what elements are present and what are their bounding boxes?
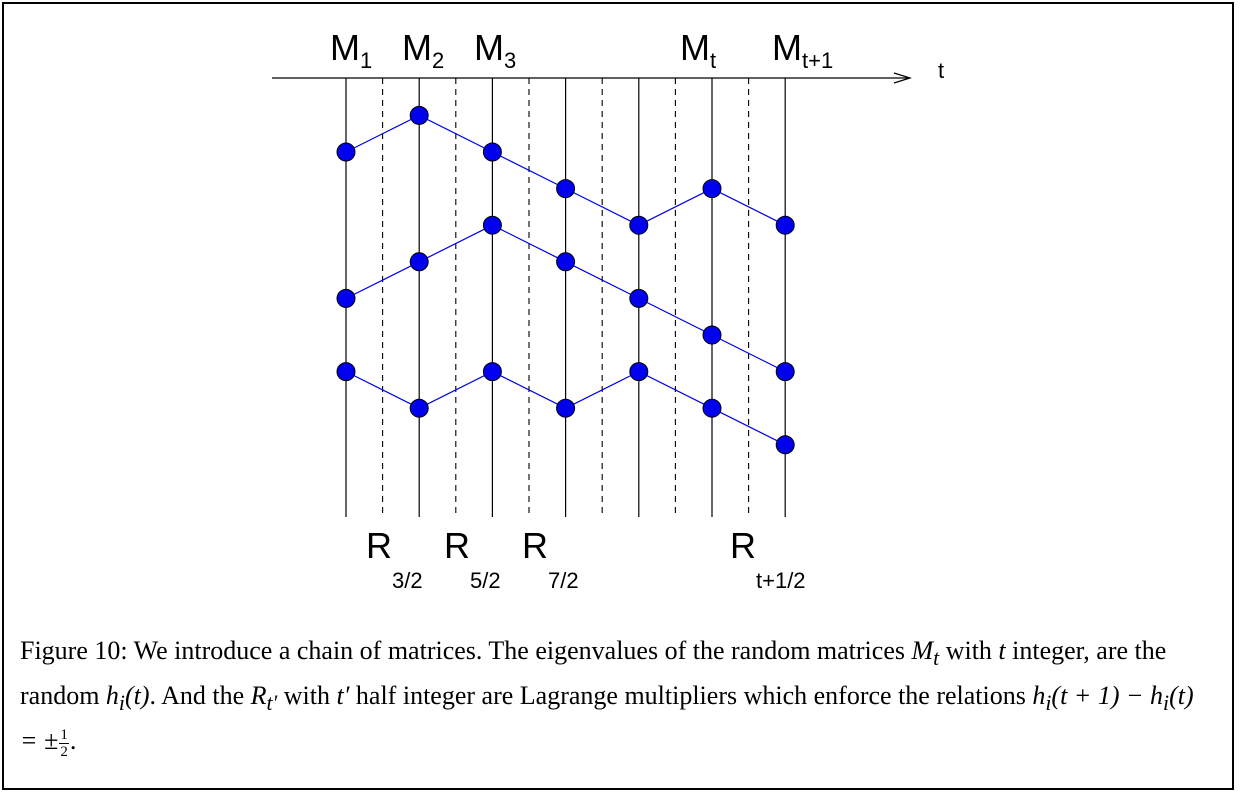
figure-number: Figure 10: [20,636,128,665]
R-label: R7/2 [522,525,579,593]
eigenvalue-node [702,179,722,199]
slice-lines [345,78,786,517]
M-label: Mt+1 [772,27,833,73]
eigenvalue-node [336,288,356,308]
eigenvalue-node [409,105,429,125]
M-label: M1 [330,27,372,73]
R-label: R5/2 [444,525,501,593]
eigenvalue-node [409,398,429,418]
math-relation-sub2: i [1163,691,1170,716]
M-label: M3 [474,27,516,73]
math-relation-sub: i [1045,691,1052,716]
caption-word: with [945,636,992,665]
eigenvalue-node [775,362,795,382]
eigenvalue-node [556,252,576,272]
matrix-labels-top: M1 M2 M3 Mt Mt+1 [330,27,833,73]
math-relation-end: (t) = ± [20,681,1194,756]
fraction-numerator: 1 [59,727,69,745]
caption-text: half integer are Lagrange [355,681,618,711]
R-label: Rt+1/2 [730,525,806,593]
eigenvalue-node [629,288,649,308]
M-label: Mt [680,27,716,73]
eigenvalue-node [556,179,576,199]
eigenvalue-node [556,398,576,418]
eigenvalue-node [482,215,502,235]
math-h-arg: (t) [124,681,150,711]
time-axis: t [272,58,944,84]
eigenvalue-node [336,142,356,162]
caption-text: . And the [149,681,245,711]
eigenvalue-node [702,398,722,418]
math-R-sub: t′ [266,691,278,716]
math-relation-h: h [1032,681,1046,711]
R-label: R3/2 [366,525,423,593]
math-t: t [998,636,1006,665]
multiplier-labels-bottom: R3/2 R5/2 R7/2 Rt+1/2 [366,525,806,593]
eigenvalue-node [482,362,502,382]
math-M-sub: t [933,646,940,671]
time-axis-arrowhead [893,72,913,84]
eigenvalue-node [629,362,649,382]
M-label: M2 [402,27,444,73]
time-axis-label: t [938,58,944,83]
eigenvalue-node [702,325,722,345]
figure-caption: Figure 10: We introduce a chain of matri… [20,632,1216,760]
fraction-denominator: 2 [60,744,68,761]
eigenvalue-node [336,362,356,382]
math-relation-mid: (t + 1) − h [1051,681,1164,711]
math-R: R [250,681,267,711]
eigenvalue-node [482,142,502,162]
caption-text: multipliers which enforce the relations [624,681,1026,711]
caption-period: . [69,726,77,756]
caption-word: with [283,681,330,711]
math-h-sub: i [118,691,125,716]
eigenvalue-node [409,252,429,272]
math-t-prime: t′ [336,681,350,711]
eigenvalue-node [775,215,795,235]
eigenvalue-paths [336,105,795,455]
matrix-chain-diagram: t M1 M2 M3 Mt Mt+1 R3/2 R5/2 R7/2 Rt+1/2 [272,27,944,593]
eigenvalue-node [629,215,649,235]
math-h: h [105,681,119,711]
eigenvalue-node [775,435,795,455]
caption-text: integer, are the random [20,636,1167,711]
math-M: M [911,636,934,665]
caption-sentence: We introduce a chain of matrices. The ei… [133,636,905,665]
